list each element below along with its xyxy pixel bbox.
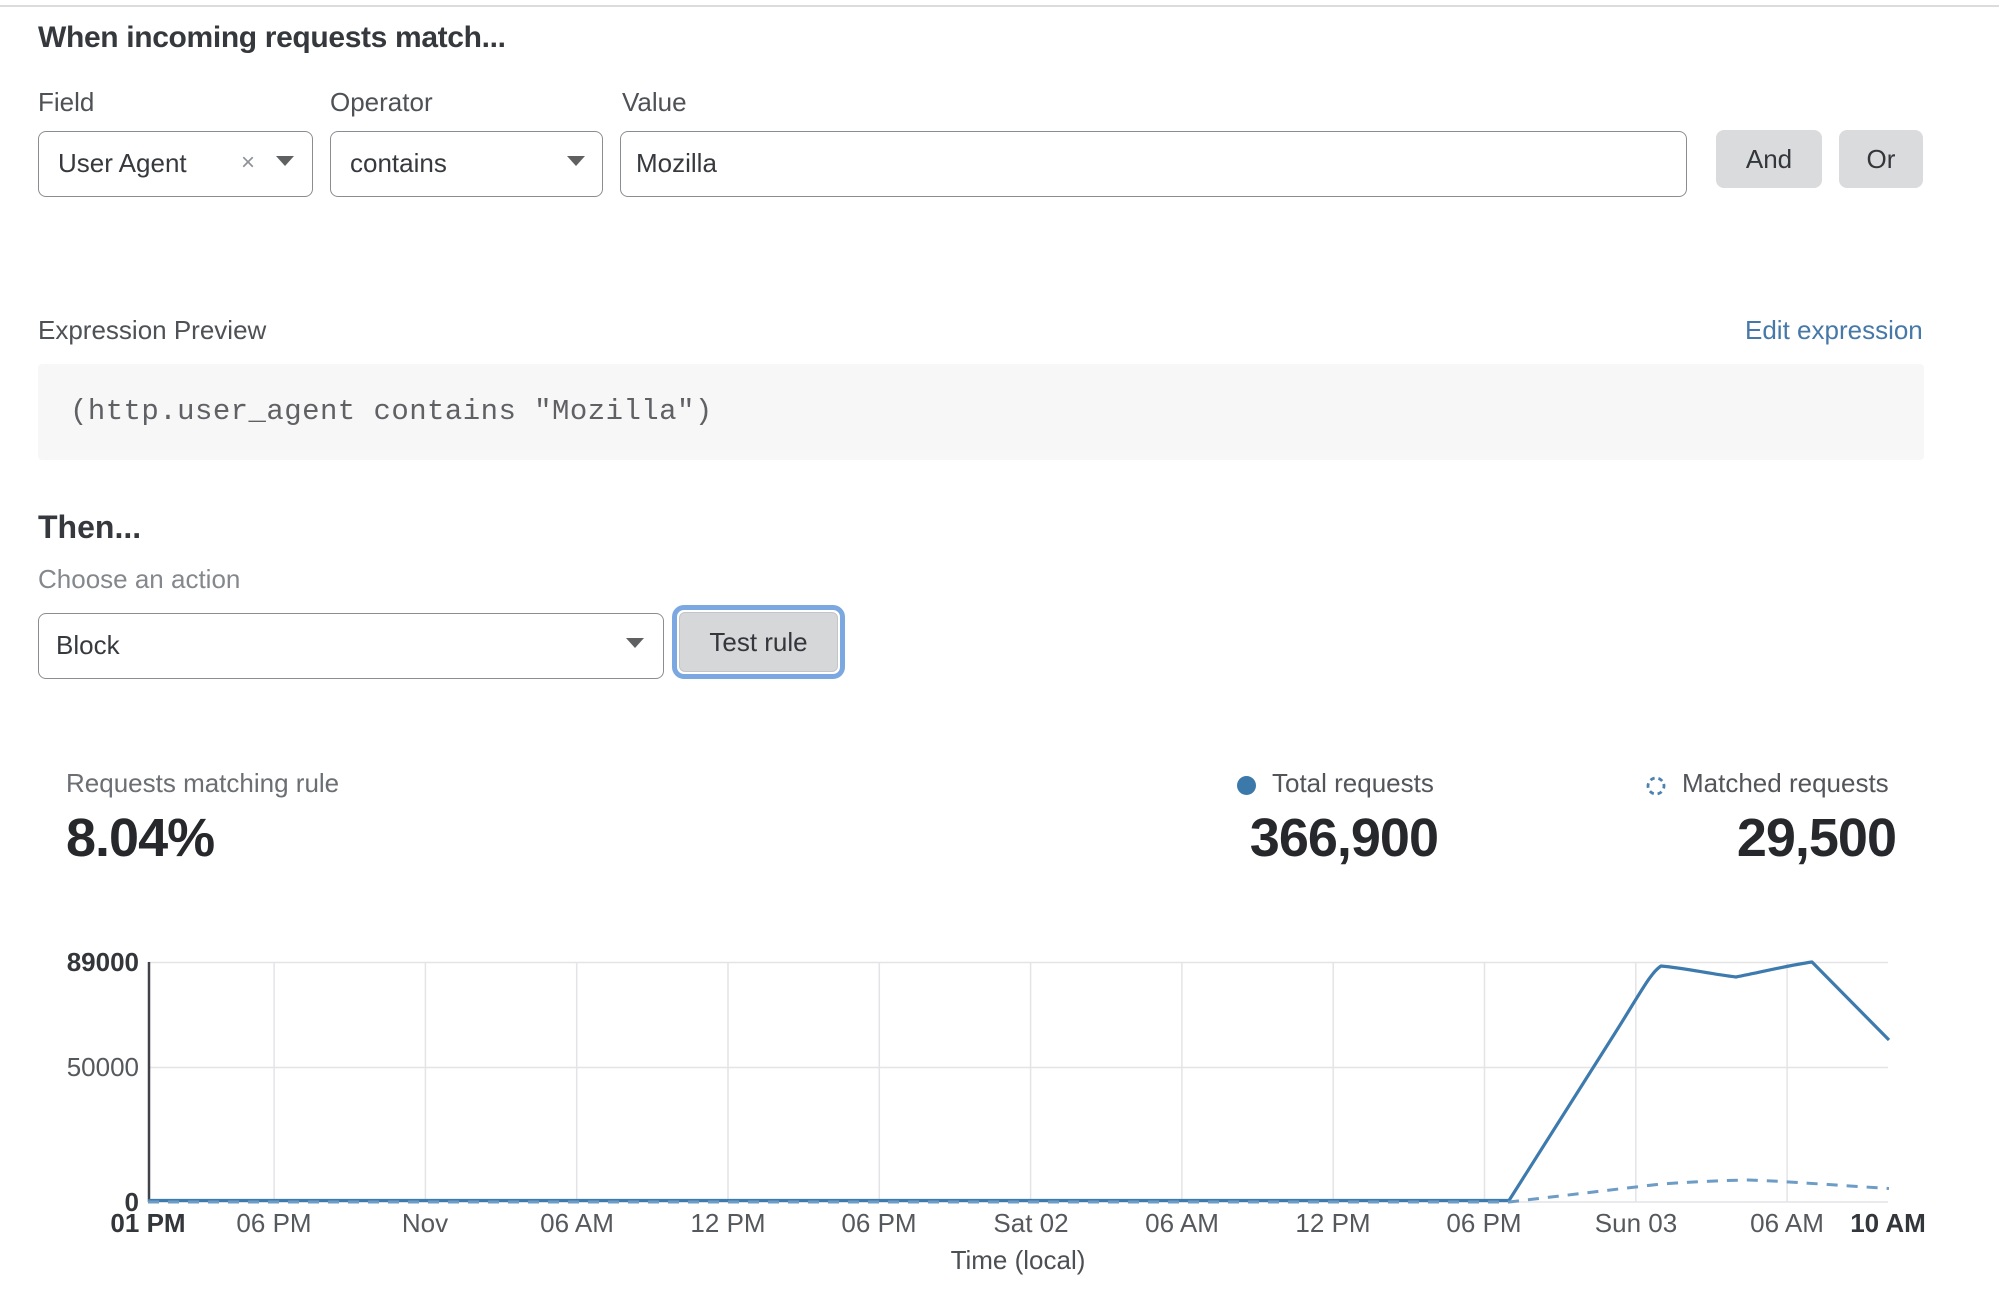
svg-text:12 PM: 12 PM <box>1295 1208 1370 1238</box>
svg-text:Nov: Nov <box>402 1208 448 1238</box>
svg-text:12 PM: 12 PM <box>690 1208 765 1238</box>
svg-text:Time (local): Time (local) <box>951 1245 1086 1275</box>
svg-text:06 PM: 06 PM <box>1446 1208 1521 1238</box>
svg-text:06 AM: 06 AM <box>540 1208 614 1238</box>
svg-text:06 AM: 06 AM <box>1750 1208 1824 1238</box>
svg-text:Sat 02: Sat 02 <box>993 1208 1068 1238</box>
svg-text:50000: 50000 <box>67 1052 139 1082</box>
svg-text:06 PM: 06 PM <box>236 1208 311 1238</box>
svg-text:Sun 03: Sun 03 <box>1595 1208 1677 1238</box>
svg-text:0: 0 <box>125 1187 139 1217</box>
svg-text:89000: 89000 <box>67 947 139 977</box>
svg-text:01 PM: 01 PM <box>110 1208 185 1238</box>
svg-text:10 AM: 10 AM <box>1850 1208 1926 1238</box>
svg-text:06 AM: 06 AM <box>1145 1208 1219 1238</box>
svg-text:06 PM: 06 PM <box>841 1208 916 1238</box>
